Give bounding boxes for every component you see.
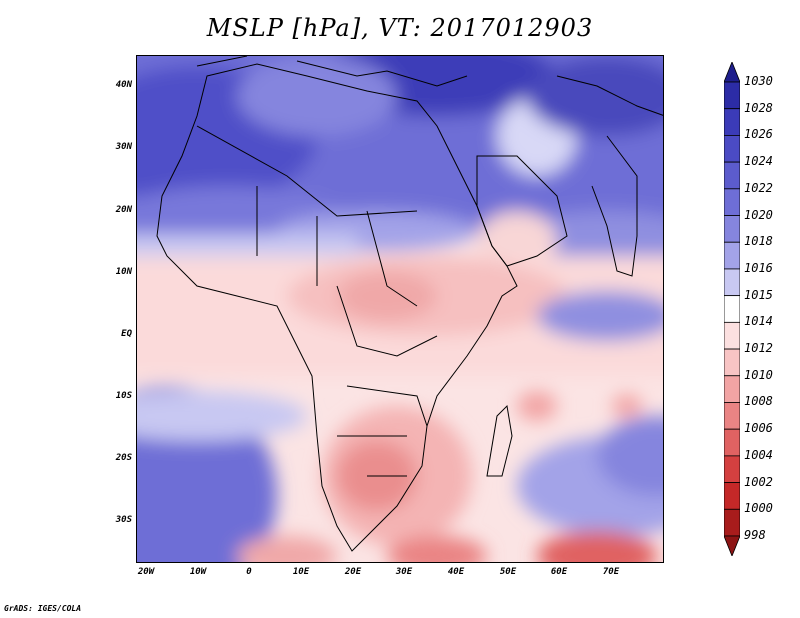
colorbar-swatch (724, 188, 740, 216)
colorbar-swatch (724, 321, 740, 350)
colorbar-label: 1000 (744, 501, 773, 516)
colorbar-label: 1018 (744, 234, 773, 249)
lat-label: EQ (121, 329, 132, 339)
lat-label: 20N (115, 205, 132, 215)
lat-label: 40N (115, 80, 132, 90)
colorbar-label: 1014 (744, 314, 773, 329)
colorbar-swatch (724, 508, 740, 537)
lon-label: 60E (550, 567, 568, 577)
colorbar-swatch (724, 108, 740, 136)
lat-label: 10S (115, 391, 132, 401)
colorbar-swatch (724, 268, 740, 297)
colorbar-label: 1030 (744, 74, 773, 88)
credit-text: GrADS: IGES/COLA (4, 604, 82, 613)
colorbar-swatch (724, 241, 740, 270)
colorbar-label: 1002 (744, 474, 773, 489)
colorbar-label: 1020 (744, 207, 773, 222)
lon-label: 10E (292, 567, 310, 577)
colorbar-label: 998 (744, 528, 766, 542)
lat-label: 10N (115, 267, 132, 277)
colorbar-swatch (724, 348, 740, 377)
colorbar-label: 1015 (744, 287, 773, 302)
colorbar-swatch (724, 62, 740, 83)
colorbar-swatch (724, 428, 740, 457)
colorbar-swatch (724, 81, 740, 110)
colorbar-swatch (724, 135, 740, 163)
lon-label: 20W (137, 567, 155, 577)
colorbar-label: 1022 (744, 180, 773, 195)
mslp-map (136, 55, 664, 563)
colorbar-label: 1006 (744, 421, 773, 436)
colorbar-swatch (724, 482, 740, 510)
colorbar-label: 1010 (744, 367, 773, 382)
lat-label: 30S (115, 515, 132, 525)
colorbar-label: 1028 (744, 100, 773, 115)
lon-label: 40E (447, 567, 465, 577)
colorbar-label: 1004 (744, 447, 773, 462)
lon-label: 20E (344, 567, 362, 577)
lon-label: 0 (246, 567, 252, 577)
colorbar-swatch (724, 161, 740, 190)
plot-title: MSLP [hPa], VT: 2017012903 (206, 14, 594, 42)
lon-label: 50E (499, 567, 517, 577)
pressure-field (137, 56, 663, 562)
lat-label: 20S (115, 453, 132, 463)
colorbar-label: 1008 (744, 394, 773, 409)
colorbar-swatch (724, 455, 740, 483)
colorbar-swatch (724, 295, 740, 323)
colorbar (724, 62, 740, 556)
lat-label: 30N (115, 142, 132, 152)
coastlines (156, 56, 663, 552)
colorbar-label: 1024 (744, 154, 773, 169)
lon-label: 30E (395, 567, 413, 577)
colorbar-swatch (724, 215, 740, 243)
colorbar-swatch (724, 402, 740, 430)
colorbar-swatch (724, 535, 740, 556)
colorbar-label: 1012 (744, 341, 773, 356)
colorbar-swatch (724, 375, 740, 403)
colorbar-label: 1026 (744, 127, 773, 142)
lon-label: 10W (189, 567, 207, 577)
lon-label: 70E (602, 567, 620, 577)
colorbar-label: 1016 (744, 260, 773, 275)
